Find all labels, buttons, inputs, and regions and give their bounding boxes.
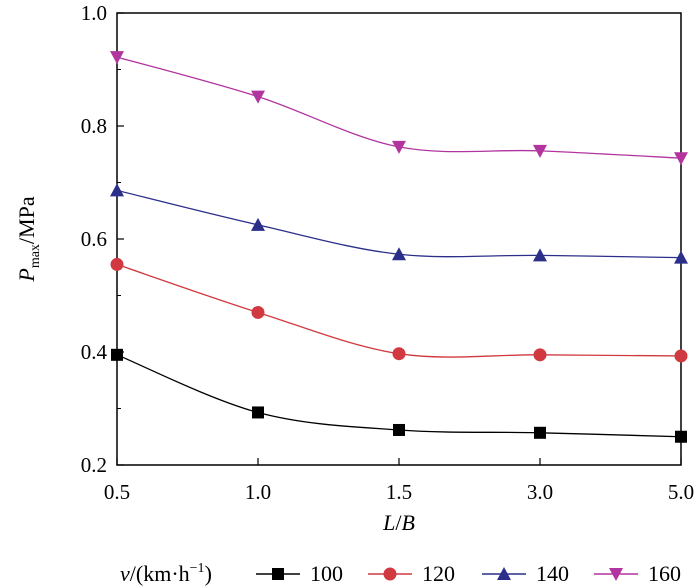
x-axis-label-right: B: [401, 510, 414, 535]
plot-frame: [116, 12, 682, 466]
legend-title-var: v: [120, 561, 130, 586]
legend-item-160: 160: [594, 561, 681, 586]
series-100: [111, 348, 687, 443]
data-point-120: [674, 349, 688, 363]
legend-marker-160: [609, 568, 623, 581]
legend-item-100: 100: [256, 561, 343, 586]
y-axis: 0.2 0.4 0.6 0.8 1.0: [81, 1, 124, 477]
data-point-120: [110, 257, 124, 271]
y-axis-label: Pmax/MPa: [14, 196, 43, 282]
legend-marker-120: [383, 567, 397, 581]
series-140: [110, 183, 688, 264]
x-axis: 0.5 1.0 1.5 3.0 5.0: [104, 458, 694, 504]
y-axis-label-main: P: [14, 268, 39, 282]
data-point-140: [392, 247, 406, 261]
y-tick-label: 0.2: [81, 453, 107, 477]
x-tick-label: 0.5: [104, 480, 130, 504]
data-point-160: [533, 144, 547, 158]
x-tick-label: 5.0: [668, 480, 694, 504]
data-point-140: [533, 248, 547, 262]
legend-label: 100: [310, 561, 343, 586]
y-axis-label-sub: max: [28, 244, 43, 268]
data-point-160: [110, 51, 124, 65]
x-tick-label: 1.0: [245, 480, 271, 504]
data-point-100: [252, 406, 264, 419]
y-tick-label: 0.6: [81, 227, 107, 251]
y-tick-label: 0.8: [81, 114, 107, 138]
series-line-120: [116, 263, 682, 358]
legend-title: v/(km·h−1): [120, 561, 212, 586]
data-point-160: [674, 152, 688, 166]
data-point-120: [392, 347, 406, 361]
data-point-160: [392, 140, 406, 154]
data-point-120: [251, 305, 265, 319]
legend-label: 160: [648, 561, 681, 586]
x-tick-label: 3.0: [527, 480, 553, 504]
data-point-140: [674, 250, 688, 264]
data-point-100: [534, 426, 546, 439]
x-axis-label-slash: /: [395, 510, 402, 535]
legend-items: 100 120 140 160: [256, 561, 681, 586]
legend-item-120: 120: [368, 561, 455, 586]
data-point-120: [533, 348, 547, 362]
series-layer: [110, 51, 688, 443]
data-point-100: [111, 348, 123, 361]
data-point-100: [675, 430, 687, 443]
legend-label: 140: [536, 561, 569, 586]
y-axis-label-unit: /MPa: [14, 196, 39, 244]
series-120: [110, 257, 688, 363]
legend-label: 120: [422, 561, 455, 586]
x-tick-label: 1.5: [386, 480, 412, 504]
legend-title-close: ): [205, 561, 212, 586]
x-axis-label: L/B: [382, 510, 415, 535]
data-point-100: [393, 423, 405, 436]
legend-item-140: 140: [482, 561, 569, 586]
legend-title-unit: /(km·h: [130, 561, 190, 586]
data-point-140: [110, 183, 124, 197]
legend: v/(km·h−1) 100 120 140 160: [120, 561, 681, 586]
y-tick-label: 0.4: [81, 340, 108, 364]
y-tick-label: 1.0: [81, 1, 107, 25]
data-point-160: [251, 90, 265, 104]
series-160: [110, 51, 688, 166]
legend-title-exp: −1: [190, 561, 205, 576]
legend-marker-140: [497, 567, 511, 580]
data-point-140: [251, 217, 265, 231]
legend-marker-100: [272, 568, 284, 580]
x-axis-label-left: L: [382, 510, 395, 535]
